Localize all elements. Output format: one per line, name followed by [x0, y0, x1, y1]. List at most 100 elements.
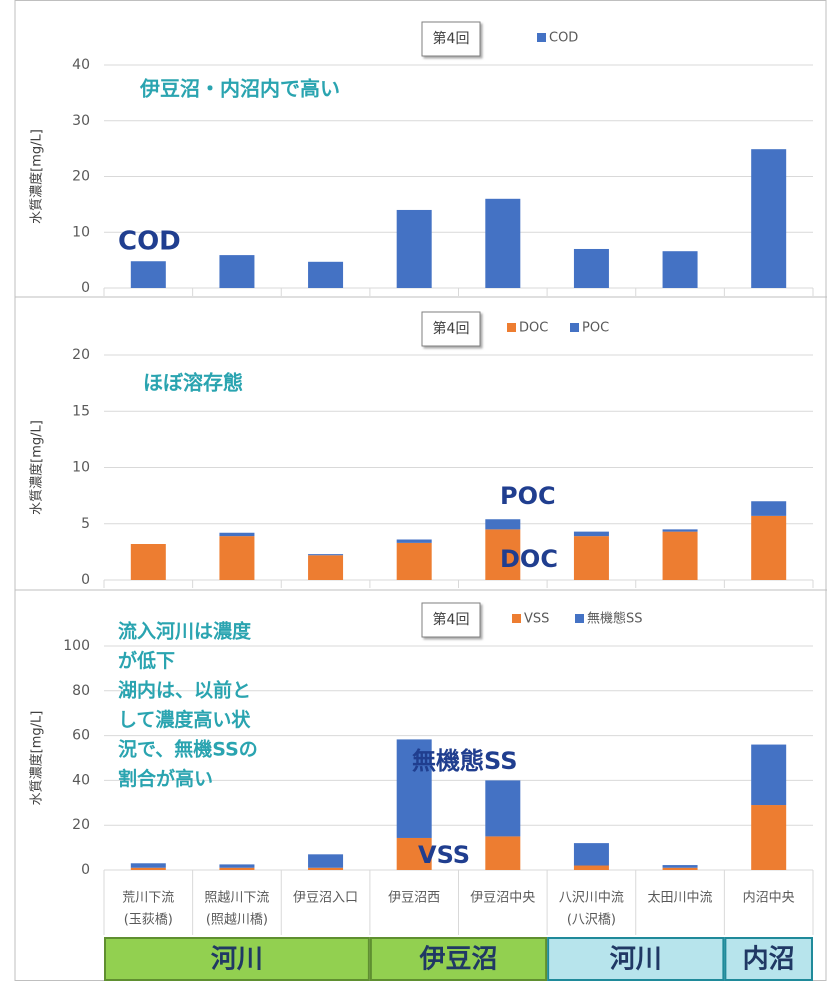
group-band: [104, 937, 370, 981]
y-tick-label: 15: [72, 403, 90, 419]
y-tick-label: 10: [72, 224, 90, 240]
bar-segment: [485, 836, 521, 870]
bar-segment: [573, 536, 609, 580]
legend-swatch: [570, 323, 579, 332]
bar-segment: [130, 863, 166, 868]
bar-segment: [219, 867, 255, 870]
bar-segment: [751, 515, 787, 580]
x-tick-label: (八沢橋): [567, 913, 616, 928]
bar: [219, 255, 255, 288]
bar-segment: [662, 531, 698, 580]
x-tick-label: (玉荻橋): [124, 913, 173, 928]
bar: [130, 261, 166, 288]
label-box-text: 第4回: [433, 320, 470, 337]
bar-segment: [396, 837, 432, 870]
bar-segment: [573, 531, 609, 537]
bar: [396, 209, 432, 288]
legend-swatch: [537, 33, 546, 42]
annotation: DOC: [500, 545, 558, 573]
annotation: 流入河川は濃度: [118, 620, 252, 643]
bar: [485, 198, 521, 288]
y-tick-label: 40: [72, 772, 90, 788]
group-label: 河川: [211, 945, 263, 975]
bar-segment: [573, 865, 609, 870]
x-tick-label: 八沢川中流: [559, 891, 624, 906]
legend-label: COD: [549, 31, 578, 46]
x-tick-label: (照越川橋): [206, 913, 268, 928]
label-box-text: 第4回: [433, 611, 470, 628]
bar-segment: [308, 867, 344, 870]
legend-label: 無機態SS: [587, 611, 643, 627]
y-tick-label: 5: [81, 516, 90, 532]
annotation: 湖内は、以前と: [118, 678, 251, 701]
annotation: して濃度高い状: [118, 708, 251, 731]
group-band: [369, 937, 548, 981]
bar-segment: [751, 501, 787, 516]
bar: [662, 251, 698, 288]
bar-segment: [485, 519, 521, 530]
bar-segment: [308, 854, 344, 868]
x-tick-label: 伊豆沼西: [388, 891, 440, 906]
label-box: [421, 311, 481, 347]
y-tick-label: 20: [72, 817, 90, 833]
y-axis-label: 水質濃度[mg/L]: [29, 129, 45, 224]
bar-segment: [485, 529, 521, 580]
bar-segment: [751, 805, 787, 870]
y-tick-label: 40: [72, 57, 90, 73]
group-label: 河川: [610, 945, 662, 975]
bar-segment: [219, 864, 255, 868]
annotation: COD: [118, 227, 181, 257]
legend-swatch: [507, 323, 516, 332]
y-tick-label: 80: [72, 683, 90, 699]
x-tick-label: 照越川下流: [204, 891, 269, 906]
annotation: が低下: [118, 649, 175, 672]
annotation: 況で、無機SSの: [118, 737, 258, 760]
bar-segment: [396, 739, 432, 838]
bar-segment: [396, 542, 432, 580]
x-tick-label: 伊豆沼中央: [470, 891, 535, 906]
annotation: 割合が高い: [118, 767, 213, 790]
x-tick-label: 太田川中流: [648, 891, 713, 906]
y-tick-label: 10: [72, 460, 90, 476]
bar: [751, 149, 787, 288]
bar: [308, 261, 344, 288]
group-label: 内沼: [743, 945, 795, 975]
x-tick-label: 伊豆沼入口: [293, 891, 358, 906]
legend-label: POC: [582, 321, 609, 336]
y-tick-label: 0: [81, 280, 90, 296]
legend-swatch: [512, 614, 521, 623]
y-tick-label: 0: [81, 862, 90, 878]
bar-segment: [573, 843, 609, 866]
group-band: [724, 937, 813, 981]
annotation: VSS: [418, 841, 470, 869]
x-tick-label: 荒川下流: [122, 891, 174, 906]
bar-segment: [308, 554, 344, 556]
y-tick-label: 100: [63, 638, 90, 654]
bar-segment: [662, 865, 698, 868]
y-tick-label: 20: [72, 169, 90, 185]
bar: [573, 248, 609, 288]
legend-label: DOC: [519, 321, 548, 336]
bar-segment: [130, 544, 166, 580]
annotation: 伊豆沼・内沼内で高い: [139, 77, 340, 101]
bar-segment: [662, 529, 698, 532]
legend-label: VSS: [524, 612, 549, 627]
y-tick-label: 30: [72, 113, 90, 129]
y-tick-label: 60: [72, 728, 90, 744]
bar-segment: [662, 867, 698, 870]
y-tick-label: 20: [72, 347, 90, 363]
y-axis-label: 水質濃度[mg/L]: [29, 420, 45, 515]
label-box-text: 第4回: [433, 30, 470, 47]
annotation: ほぼ溶存態: [143, 371, 243, 395]
bar-segment: [219, 532, 255, 537]
bar-segment: [219, 536, 255, 580]
bar-segment: [396, 539, 432, 543]
annotation: 無機態SS: [412, 747, 518, 775]
bar-segment: [130, 867, 166, 870]
group-label: 伊豆沼: [418, 945, 497, 975]
group-band: [547, 937, 725, 981]
y-axis-label: 水質濃度[mg/L]: [29, 711, 45, 806]
bar-segment: [485, 780, 521, 837]
legend-swatch: [575, 614, 584, 623]
